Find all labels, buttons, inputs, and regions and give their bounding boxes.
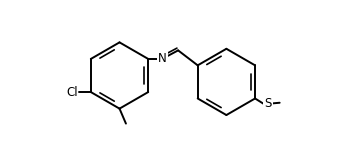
Text: N: N: [158, 52, 167, 65]
Text: S: S: [264, 97, 272, 110]
Text: Cl: Cl: [66, 86, 78, 99]
